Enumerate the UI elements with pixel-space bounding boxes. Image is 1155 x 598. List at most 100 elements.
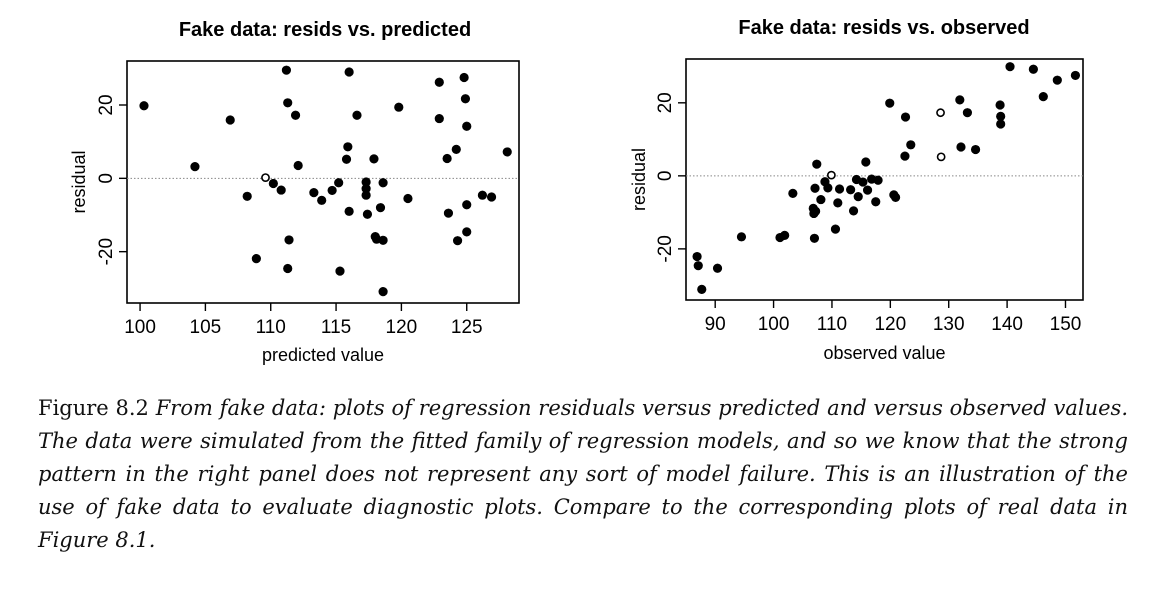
data-point xyxy=(788,188,798,198)
data-point xyxy=(361,190,371,200)
figure-caption: Figure 8.2 From fake data: plots of regr… xyxy=(38,392,1128,557)
data-point xyxy=(736,232,747,242)
data-point xyxy=(283,263,293,274)
data-point xyxy=(225,115,235,125)
plot-frame xyxy=(685,58,1084,301)
data-point xyxy=(1038,92,1048,102)
x-axis-label: observed value xyxy=(823,343,945,363)
data-point xyxy=(996,111,1006,121)
data-point xyxy=(268,178,278,189)
data-point xyxy=(885,98,895,108)
data-point xyxy=(261,173,270,182)
x-tick-label: 140 xyxy=(991,314,1023,335)
data-point xyxy=(1070,70,1081,81)
y-axis-label: residual xyxy=(629,148,649,211)
data-point xyxy=(334,178,344,188)
figure-charts: Fake data: resids vs. predicted 100 105 110… xyxy=(69,17,1084,365)
data-point xyxy=(442,153,452,164)
data-point xyxy=(816,194,826,205)
data-point xyxy=(811,206,821,216)
data-point xyxy=(190,162,200,172)
data-point xyxy=(962,108,973,118)
x-tick-label: 100 xyxy=(758,314,790,335)
data-point xyxy=(462,200,472,210)
data-point xyxy=(936,108,945,118)
data-point xyxy=(459,72,469,83)
data-point xyxy=(810,183,820,193)
data-point xyxy=(900,151,910,161)
y-tick-label: 20 xyxy=(655,92,676,113)
data-point xyxy=(780,230,790,240)
data-point xyxy=(369,154,379,164)
data-point xyxy=(460,94,471,104)
y-tick-label: -20 xyxy=(655,235,676,262)
data-point xyxy=(697,284,707,295)
x-tick-label: 125 xyxy=(451,317,483,338)
chart-title: Fake data: resids vs. observed xyxy=(738,17,1029,39)
data-point xyxy=(956,142,966,152)
data-point xyxy=(276,185,286,195)
data-point xyxy=(327,185,337,196)
data-point xyxy=(284,235,294,245)
data-point xyxy=(281,65,292,75)
data-point xyxy=(341,154,352,164)
data-point xyxy=(378,178,388,188)
data-point xyxy=(1052,75,1062,85)
data-point xyxy=(502,147,512,157)
data-point xyxy=(823,183,833,193)
x-tick-label: 110 xyxy=(256,317,286,338)
data-point xyxy=(861,157,871,167)
y-tick-label: -20 xyxy=(96,238,117,265)
data-point xyxy=(352,110,362,120)
data-point xyxy=(378,287,388,297)
data-point xyxy=(995,100,1005,110)
data-point xyxy=(242,191,252,201)
data-point xyxy=(394,102,404,112)
figure-caption-text: From fake data: plots of regression resi… xyxy=(38,396,1128,552)
data-point xyxy=(846,185,856,195)
data-point xyxy=(139,101,149,111)
data-point xyxy=(826,170,836,180)
x-tick-label: 130 xyxy=(933,314,965,335)
data-point xyxy=(809,233,820,243)
data-point xyxy=(970,144,981,155)
data-point xyxy=(378,235,388,245)
x-axis-label: predicted value xyxy=(262,345,384,365)
data-point xyxy=(1005,62,1015,72)
x-tick-label: 90 xyxy=(705,314,726,335)
data-point xyxy=(343,142,353,152)
data-point xyxy=(833,198,843,208)
data-point xyxy=(344,206,354,216)
data-point xyxy=(452,236,463,246)
chart-title: Fake data: resids vs. predicted xyxy=(179,19,471,41)
data-point xyxy=(477,190,488,200)
data-point xyxy=(812,159,822,169)
data-point xyxy=(462,121,472,131)
data-point xyxy=(692,251,702,262)
data-point xyxy=(873,175,883,185)
data-point xyxy=(858,177,868,187)
plot-frame xyxy=(126,60,520,304)
left-panel: Fake data: resids vs. predicted 100 105 110… xyxy=(69,19,520,365)
x-tick-label: 110 xyxy=(817,314,847,335)
data-point xyxy=(451,144,461,154)
right-panel: Fake data: resids vs. observed 90 100 110 12… xyxy=(629,17,1084,363)
data-point xyxy=(434,77,444,87)
data-point xyxy=(290,110,301,120)
data-point xyxy=(830,224,841,234)
data-point xyxy=(309,188,319,198)
x-tick-label: 115 xyxy=(321,317,351,338)
data-point xyxy=(900,112,911,122)
data-point xyxy=(375,203,386,213)
data-point xyxy=(283,98,293,108)
data-point xyxy=(862,185,873,195)
data-point xyxy=(936,152,946,162)
data-point xyxy=(871,197,881,207)
data-point xyxy=(853,192,863,202)
data-point xyxy=(251,254,261,264)
x-tick-label: 150 xyxy=(1050,314,1082,335)
y-tick-label: 0 xyxy=(96,173,117,184)
figure-label: Figure 8.2 xyxy=(38,396,149,420)
data-point xyxy=(434,113,444,124)
data-point xyxy=(712,263,723,273)
